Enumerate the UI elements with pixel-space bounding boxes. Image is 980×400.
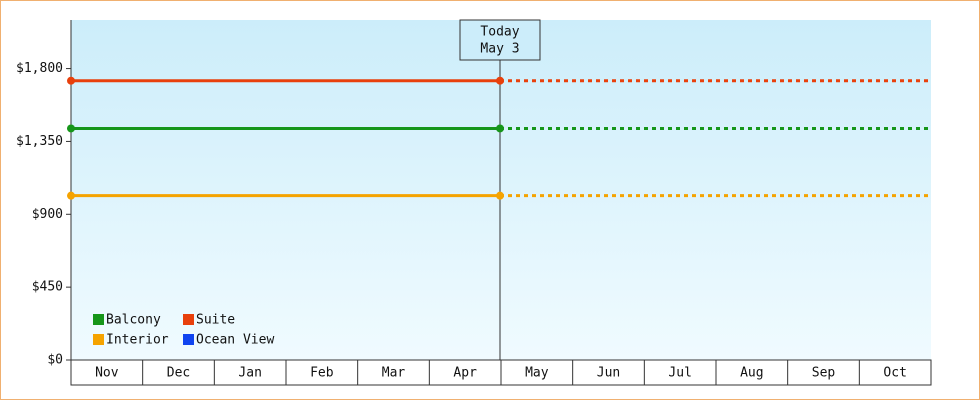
- legend-swatch: [183, 334, 194, 345]
- y-tick-label: $450: [32, 280, 63, 295]
- today-label: Today: [480, 25, 519, 40]
- y-tick-label: $0: [47, 353, 63, 368]
- legend-swatch: [93, 314, 104, 325]
- legend-swatch: [93, 334, 104, 345]
- legend-label: Ocean View: [196, 333, 274, 348]
- today-box: [459, 19, 541, 61]
- price-point: [496, 76, 504, 85]
- price-point: [496, 124, 504, 133]
- x-tick-label: Oct: [883, 366, 906, 381]
- x-tick-label: Sep: [812, 366, 836, 381]
- y-tick-label: $900: [32, 207, 63, 222]
- price-point: [67, 76, 75, 85]
- x-tick-label: Apr: [453, 366, 477, 381]
- price-point: [67, 124, 75, 133]
- x-tick-label: Dec: [167, 366, 190, 381]
- x-tick-label: Jan: [238, 366, 261, 381]
- legend-label: Suite: [196, 313, 235, 328]
- price-point: [496, 191, 504, 200]
- x-tick-label: Jul: [668, 366, 691, 381]
- x-tick-label: May: [525, 366, 549, 381]
- price-point: [67, 191, 75, 200]
- x-tick-label: Feb: [310, 366, 334, 381]
- x-tick-label: Aug: [740, 366, 763, 381]
- today-date: May 3: [480, 42, 519, 57]
- legend-label: Balcony: [106, 313, 161, 328]
- y-tick-label: $1,800: [16, 61, 63, 76]
- x-tick-label: Jun: [597, 366, 620, 381]
- legend-swatch: [183, 314, 194, 325]
- x-tick-label: Mar: [382, 366, 406, 381]
- legend-label: Interior: [106, 333, 169, 348]
- y-tick-label: $1,350: [16, 134, 63, 149]
- plot-area: [71, 20, 931, 360]
- x-tick-label: Nov: [95, 366, 119, 381]
